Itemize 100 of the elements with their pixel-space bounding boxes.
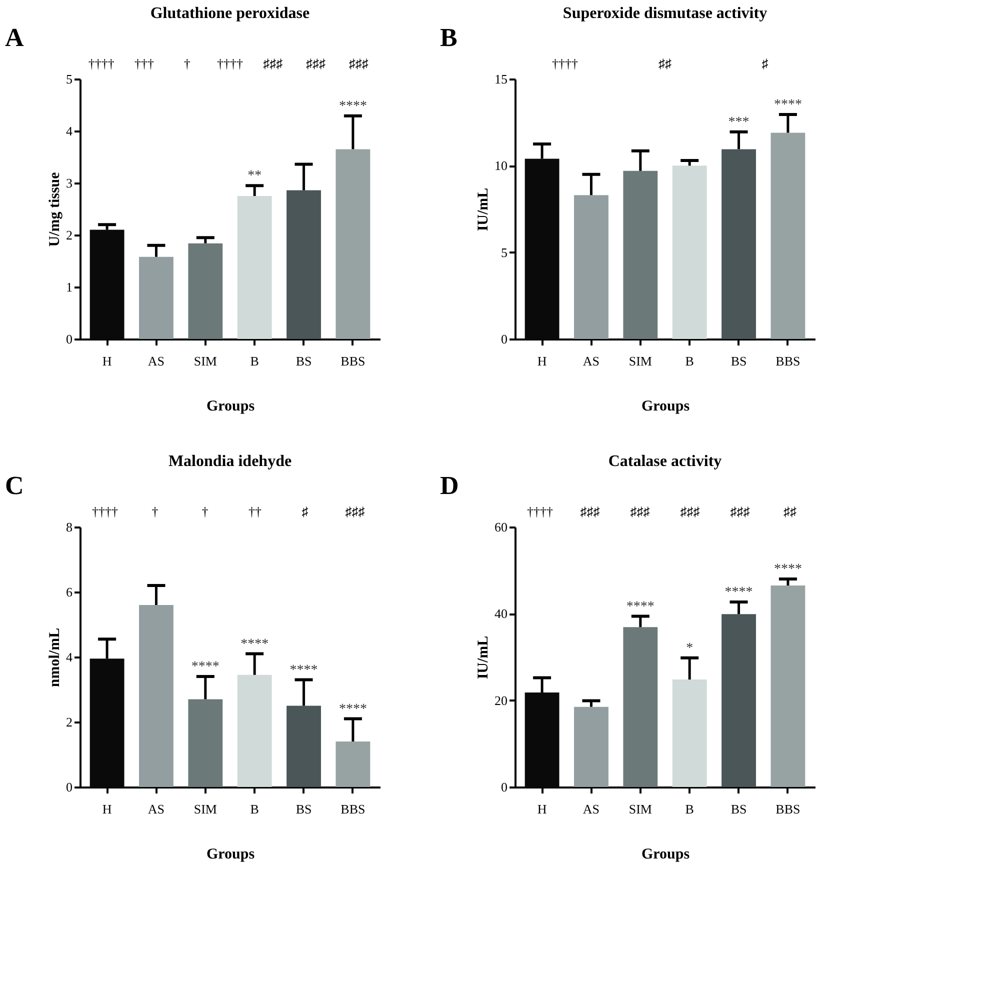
text: C [5,471,24,500]
y-tick-label: 4 [66,124,73,138]
x-tick-label: BS [730,354,747,368]
bar [336,742,370,787]
annotation: **** [338,702,367,717]
text: †††† [88,56,115,71]
x-tick-label: B [250,802,260,816]
x-tick-label: H [102,802,112,816]
bar [139,605,174,787]
text: ♯♯♯ [730,504,750,519]
x-tick-label: B [685,354,694,368]
y-tick-label: 15 [494,72,508,86]
y-tick-label: 20 [494,692,508,708]
annotation: **** [774,562,802,577]
x-tick-label: H [537,354,547,368]
y-tick-label: 2 [66,228,72,242]
y-tick-label: 1 [66,280,72,294]
y-tick-label: 3 [66,176,72,190]
x-tick-label: BS [296,354,312,368]
text: ♯♯♯ [580,504,600,519]
annotation: **** [338,98,367,114]
chart-title: Glutathione peroxidase [150,5,310,22]
x-tick-label: BBS [340,354,366,368]
bar [672,166,707,339]
x-axis-title: Groups [641,846,690,862]
bar [722,149,756,339]
x-tick-label: SIM [628,354,652,368]
bar [286,706,321,787]
x-tick-label: B [685,802,694,816]
bar [237,674,272,787]
text: ♯♯♯ [306,56,326,71]
text: † [152,504,159,519]
chart-title: Catalase activity [608,453,722,470]
annotation: ** [248,168,262,184]
chart-title: Superoxide dismutase activity [562,5,768,22]
x-tick-label: AS [582,354,600,368]
y-tick-label: 40 [494,606,508,622]
annotation: *** [728,114,750,130]
x-tick-label: H [102,354,112,368]
text: ♯♯♯ [345,504,366,519]
y-tick-label: 0 [501,332,508,346]
y-axis-title: IU/mL [476,188,492,232]
bar [237,196,272,339]
annotation: **** [626,599,654,614]
x-tick-label: B [250,354,260,368]
y-axis-title: nmol/mL [47,628,63,688]
y-tick-label: 5 [501,244,508,260]
text: ♯♯ [784,504,797,519]
y-axis-title: U/mg tissue [47,172,63,247]
y-tick-label: 0 [66,332,72,346]
y-axis-title: IU/mL [476,636,492,680]
bar [770,586,806,787]
annotation: **** [774,98,802,113]
bar [623,170,658,339]
y-tick-label: 4 [66,650,73,664]
text: ♯♯♯ [263,56,284,71]
text: † [202,504,209,519]
text: †††† [527,504,554,519]
chart-title: Malondia idehyde [168,453,292,470]
text: ††† [134,56,155,71]
x-tick-label: AS [582,802,600,816]
y-tick-label: 0 [501,780,508,794]
x-tick-label: H [537,802,547,816]
text: ♯ [302,504,309,519]
text: †††† [217,56,244,71]
y-tick-label: 6 [66,584,73,600]
text: D [440,471,459,500]
bar [139,256,174,339]
text: †† [248,504,262,519]
x-tick-label: BS [296,802,312,816]
x-axis-title: Groups [206,398,255,414]
text: B [440,23,458,52]
x-tick-label: SIM [628,802,652,816]
text: † [184,56,191,71]
annotation: **** [724,584,753,600]
bar [770,132,806,339]
text: ♯♯♯ [630,504,650,519]
text: A [5,23,24,52]
bar [722,614,756,787]
bar [188,243,223,339]
x-tick-label: BBS [340,802,366,816]
text: ♯♯♯ [348,56,369,71]
x-tick-label: SIM [194,354,218,368]
y-tick-label: 5 [66,72,72,86]
x-tick-label: BBS [776,354,800,368]
text: ♯♯ [658,56,672,71]
y-tick-label: 0 [66,780,72,794]
bar [623,627,658,787]
text: †††† [92,504,118,519]
x-axis-title: Groups [206,846,255,862]
y-tick-label: 10 [494,158,508,174]
text: ♯ [762,56,769,71]
bar [286,190,321,339]
x-tick-label: AS [148,354,165,368]
annotation: **** [240,636,269,652]
bar [574,195,608,339]
bar [188,699,223,787]
text: †††† [552,56,578,71]
bar [574,706,608,787]
y-tick-label: 60 [494,520,508,534]
